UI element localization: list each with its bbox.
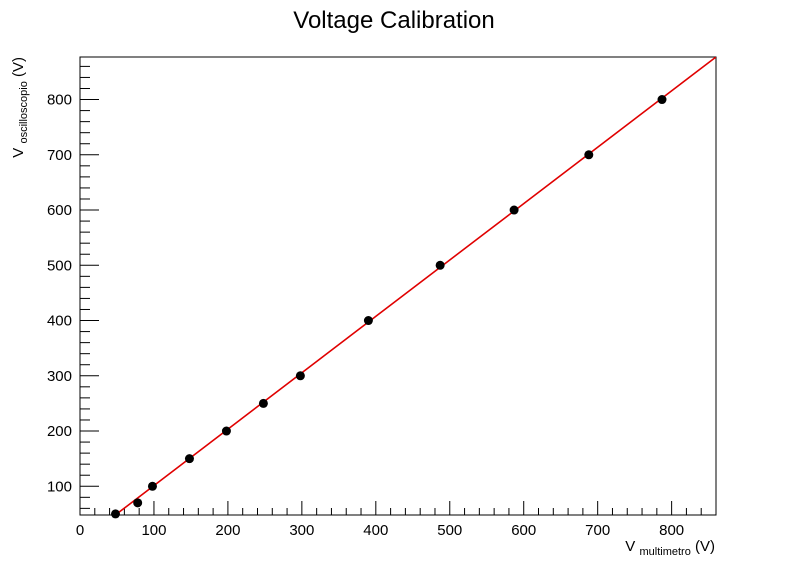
y-tick-label: 500 [47, 257, 72, 274]
fit-line-group [113, 57, 716, 515]
x-tick-label: 600 [511, 522, 536, 539]
plot-area [79, 56, 717, 516]
y-tick-label: 300 [47, 368, 72, 385]
y-tick-label: 700 [47, 147, 72, 164]
x-axis-ticks [79, 501, 717, 515]
data-point [221, 426, 231, 436]
x-tick-label: 300 [289, 522, 314, 539]
x-axis-label: V multimetro (V) [625, 538, 715, 559]
x-axis-label-main: V [625, 538, 635, 555]
x-tick-label: 500 [437, 522, 462, 539]
y-axis-label-main: V [10, 148, 27, 158]
data-point [295, 371, 305, 381]
y-axis-label: V oscilloscopio (V) [10, 57, 31, 158]
data-point [435, 260, 445, 270]
data-points [110, 95, 667, 519]
y-tick-label: 600 [47, 202, 72, 219]
x-tick-label: 800 [659, 522, 684, 539]
x-axis-label-unit: (V) [695, 538, 715, 555]
x-axis-tick-labels: 0 100 200 300 400 500 600 700 800 [76, 522, 684, 539]
data-point [509, 205, 519, 215]
fit-line [113, 57, 716, 515]
data-point [363, 316, 373, 326]
y-axis-label-sub: oscilloscopio [18, 81, 30, 143]
x-tick-label: 100 [141, 522, 166, 539]
y-axis-label-unit: (V) [10, 57, 27, 77]
x-axis-label-sub: multimetro [639, 546, 690, 558]
data-point [110, 509, 120, 519]
y-axis-ticks [80, 65, 99, 509]
data-point [258, 398, 268, 408]
data-point [184, 454, 194, 464]
x-tick-label: 400 [363, 522, 388, 539]
x-tick-label: 700 [585, 522, 610, 539]
y-tick-label: 100 [47, 478, 72, 495]
x-tick-label: 200 [215, 522, 240, 539]
y-tick-label: 200 [47, 423, 72, 440]
data-point [584, 150, 594, 160]
plot-frame [79, 56, 717, 516]
data-point [657, 95, 667, 105]
data-point [133, 498, 143, 508]
x-tick-label: 0 [76, 522, 84, 539]
chart-title: Voltage Calibration [293, 7, 494, 34]
y-tick-label: 800 [47, 92, 72, 109]
y-tick-label: 400 [47, 313, 72, 330]
data-point [147, 481, 157, 491]
y-axis-tick-labels: 100 200 300 400 500 600 700 800 [47, 92, 72, 496]
chart-title-text: Voltage Calibration [293, 7, 494, 34]
